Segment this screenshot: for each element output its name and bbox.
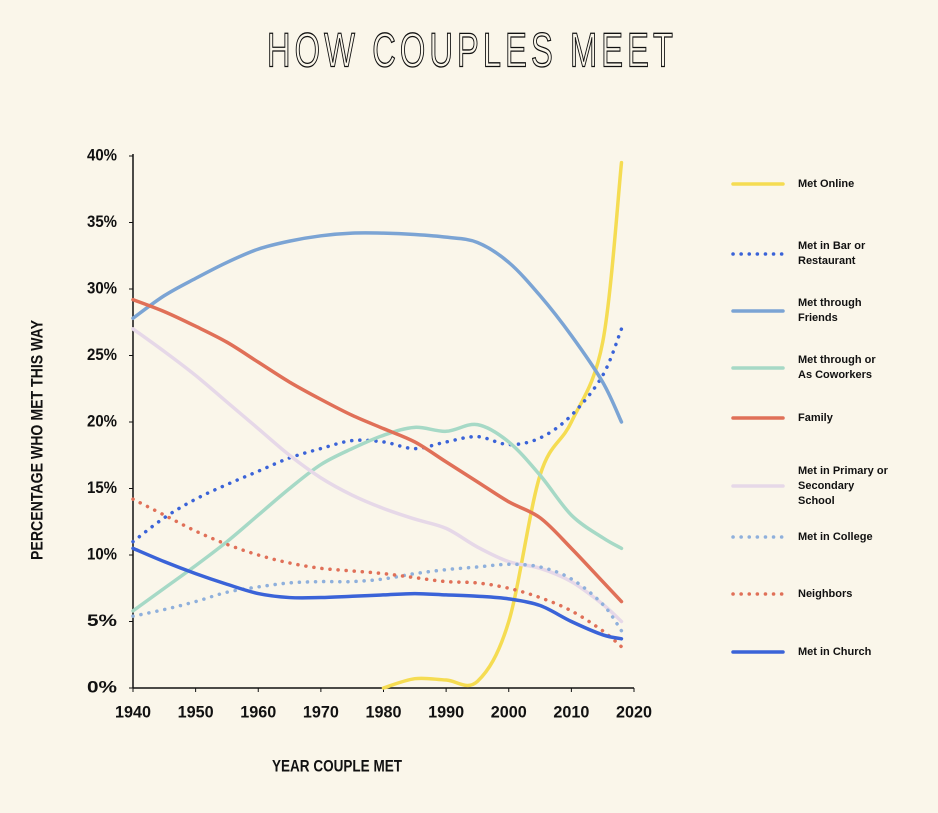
series-line [131,546,624,641]
series-line [131,562,624,633]
legend-swatch [731,535,785,539]
legend-label: Met in Bar or Restaurant [798,240,866,267]
chart-title: HOW COUPLES MEET [267,25,677,78]
legend-item: Met through Friends [730,293,930,329]
y-tick-label: 25% [87,345,117,364]
legend-swatch [731,484,785,488]
legend-item: Met through or As Coworkers [730,350,930,386]
x-tick-label: 1980 [366,702,402,721]
legend-item: Met Online [730,166,930,202]
series-line [131,327,624,624]
series-line [131,422,624,613]
series-line [131,497,624,649]
x-tick-label: 2010 [553,702,589,721]
legend-swatch [731,182,785,186]
x-tick-label: 2000 [491,702,527,721]
x-tick-label: 2020 [616,702,652,721]
legend-label: Met through or As Coworkers [798,354,876,381]
legend-item: Met in Primary or Secondary School [730,465,930,507]
y-tick-label: 35% [87,212,117,231]
series-line [131,327,624,544]
legend-item: Neighbors [730,576,930,612]
legend-label: Met through Friends [798,297,862,324]
x-axis-label: YEAR COUPLE MET [272,756,402,775]
y-tick-label: 10% [87,544,117,563]
legend-item: Met in Church [730,634,930,670]
legend-label: Met in Church [798,645,872,658]
legend-swatch [731,650,785,654]
legend-label: Met in Primary or Secondary School [798,464,888,507]
x-tick-label: 1940 [115,702,151,721]
x-tick-label: 1970 [303,702,339,721]
legend-swatch [731,309,785,313]
x-tick-label: 1990 [428,702,464,721]
series-line [131,231,624,424]
legend-label: Family [798,411,833,424]
legend-item: Met in Bar or Restaurant [730,236,930,272]
x-tick-label: 1950 [178,702,214,721]
legend-swatch [731,366,785,370]
y-axis-label: PERCENTAGE WHO MET THIS WAY [27,319,46,560]
y-tick-label: 0% [87,677,117,696]
y-tick-label: 15% [87,478,117,497]
legend-swatch [731,416,785,420]
legend-item: Family [730,400,930,436]
legend-label: Met Online [798,177,855,190]
series-line [381,160,624,690]
series-line [131,297,624,604]
y-tick-label: 30% [87,278,117,297]
legend-swatch [731,592,785,596]
legend-item: Met in College [730,519,930,555]
y-tick-label: 5% [87,611,117,630]
legend-label: Neighbors [798,587,853,600]
x-tick-label: 1960 [240,702,276,721]
y-tick-label: 40% [87,145,117,164]
legend-label: Met in College [798,530,873,543]
y-tick-label: 20% [87,411,117,430]
legend-swatch [731,252,785,256]
